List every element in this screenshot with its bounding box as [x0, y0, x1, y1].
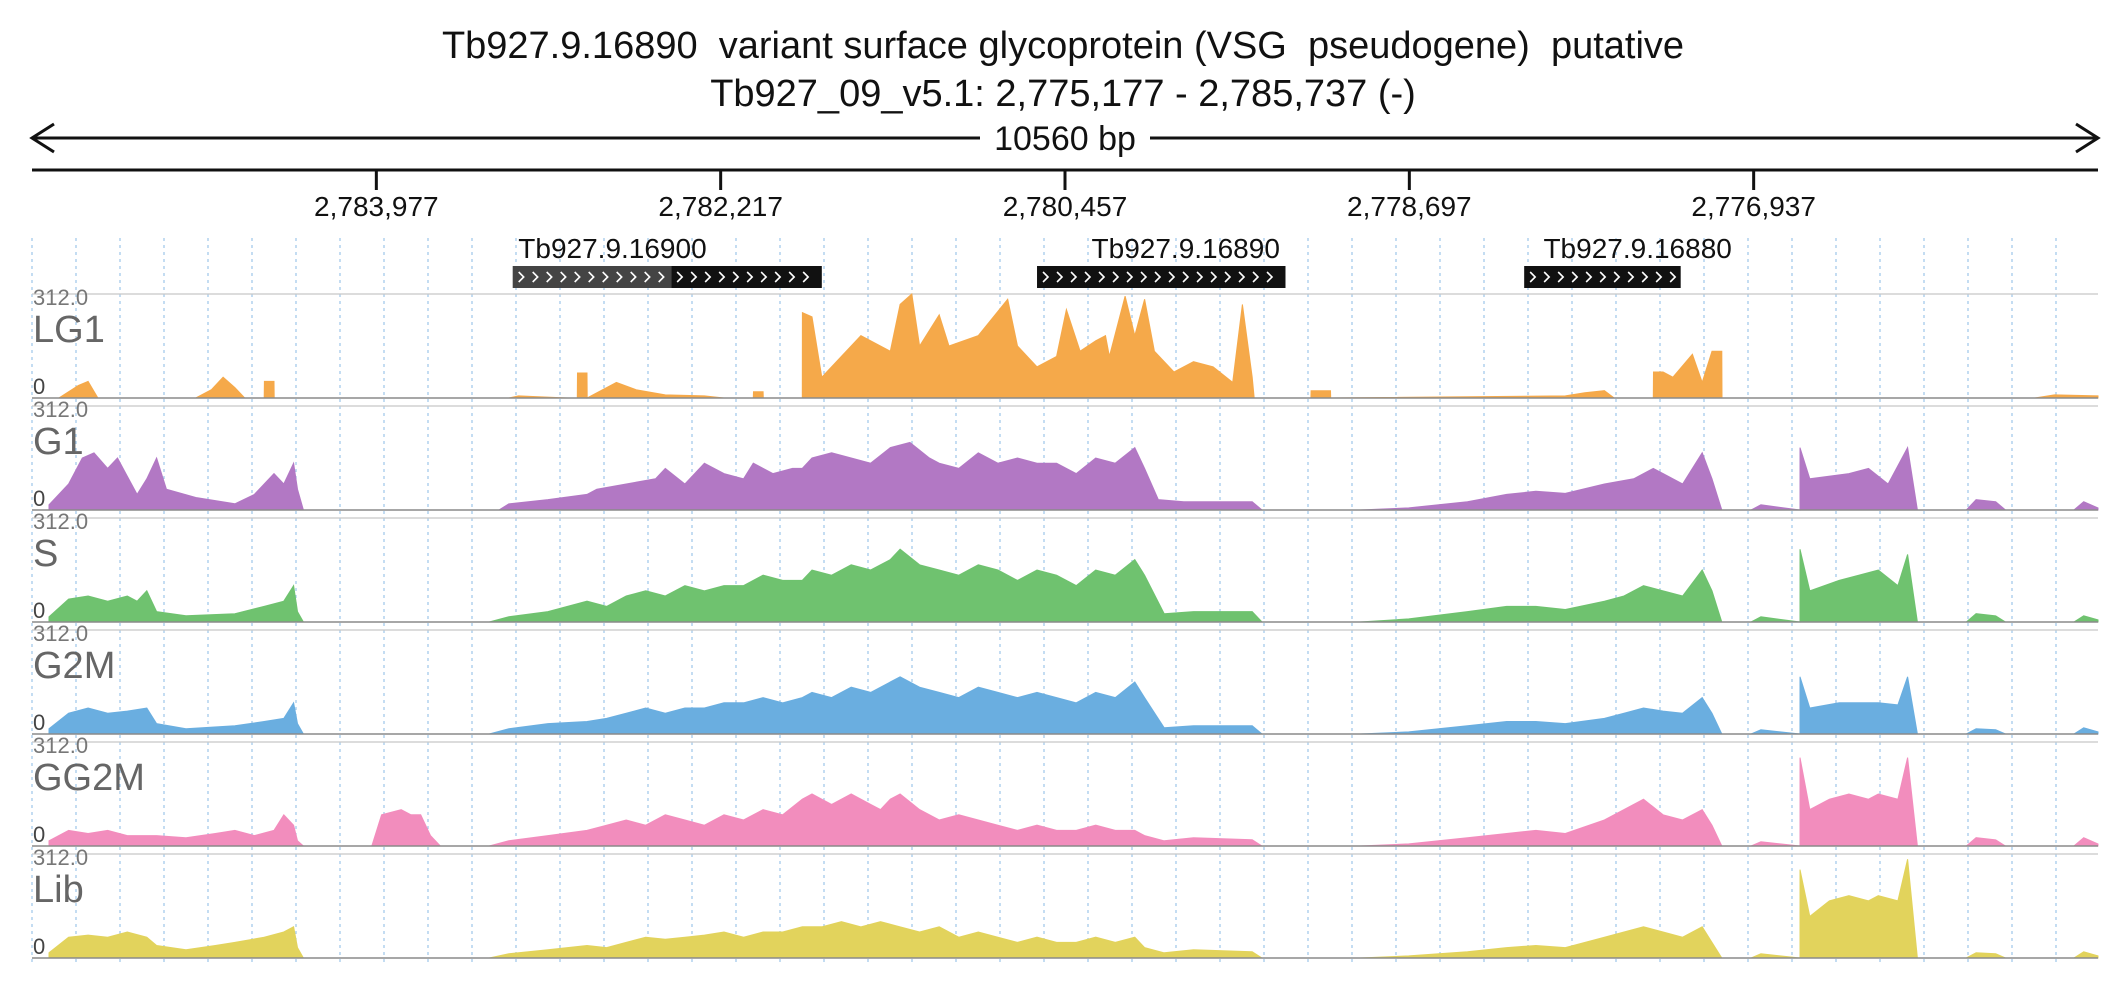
gene-feature[interactable]: [1524, 266, 1681, 288]
track-name: G2M: [33, 645, 115, 687]
strand-arrow: [1252, 271, 1260, 283]
strand-arrow: [1042, 271, 1050, 283]
ymin-label: 0: [33, 710, 45, 735]
strand-arrow: [1599, 271, 1607, 283]
strand-arrow: [760, 271, 768, 283]
strand-arrow: [1224, 271, 1232, 283]
coverage-area: [48, 859, 2099, 959]
strand-arrow: [1084, 271, 1092, 283]
axis-tick-label: 2,780,457: [1003, 191, 1128, 222]
axis-tick-label: 2,783,977: [314, 191, 439, 222]
track-name: LG1: [33, 309, 105, 351]
track-lg1: 312.0 0 LG1: [32, 285, 2099, 399]
gene-feature[interactable]: [512, 266, 672, 288]
track-name: G1: [33, 421, 84, 463]
axis-tick-label: 2,778,697: [1347, 191, 1472, 222]
strand-arrow: [602, 271, 609, 283]
strand-arrow: [532, 271, 539, 283]
gene-label[interactable]: Tb927.9.16880: [1543, 233, 1731, 264]
strand-arrow: [1140, 271, 1148, 283]
span-ruler: 10560 bp: [29, 120, 2101, 158]
strand-arrow: [1098, 271, 1106, 283]
track-s: 312.0 0 S: [32, 509, 2099, 623]
strand-arrow: [616, 271, 623, 283]
strand-arrow: [1238, 271, 1246, 283]
coverage-area: [48, 676, 2099, 735]
strand-arrow: [1557, 271, 1565, 283]
ymin-label: 0: [33, 374, 45, 399]
axis-tick-label: 2,776,937: [1691, 191, 1816, 222]
strand-arrow: [1571, 271, 1579, 283]
strand-arrow: [1112, 271, 1120, 283]
strand-arrow: [518, 271, 525, 283]
strand-arrow: [1641, 271, 1649, 283]
coverage-area: [48, 441, 2099, 511]
strand-arrow: [1655, 271, 1663, 283]
track-name: GG2M: [33, 757, 145, 799]
strand-arrow: [690, 271, 698, 283]
strand-arrow: [1154, 271, 1162, 283]
strand-arrow: [1168, 271, 1176, 283]
track-name: Lib: [33, 869, 84, 911]
ymin-label: 0: [33, 822, 45, 847]
strand-arrow: [1543, 271, 1551, 283]
strand-arrow: [732, 271, 740, 283]
gene-feature[interactable]: [1037, 266, 1286, 288]
ymax-label: 312.0: [33, 397, 88, 422]
ymax-label: 312.0: [33, 845, 88, 870]
axis-tick-label: 2,782,217: [658, 191, 783, 222]
ymin-label: 0: [33, 486, 45, 511]
strand-arrow: [704, 271, 712, 283]
ymin-label: 0: [33, 598, 45, 623]
strand-arrow: [746, 271, 754, 283]
strand-arrow: [588, 271, 595, 283]
track-g1: 312.0 0 G1: [32, 397, 2099, 511]
coverage-tracks: 312.00LG1312.00G1312.00S312.00G2M312.00G…: [32, 285, 2099, 959]
track-lib: 312.0 0 Lib: [32, 845, 2099, 959]
gene-track: Tb927.9.16900 Tb927.9.16890 Tb927.9.16880: [512, 233, 1732, 288]
strand-arrow: [774, 271, 782, 283]
strand-arrow: [718, 271, 726, 283]
strand-arrow: [560, 271, 567, 283]
track-gg2m: 312.0 0 GG2M: [32, 733, 2099, 847]
ymax-label: 312.0: [33, 285, 88, 310]
strand-arrow: [658, 271, 665, 283]
strand-arrow: [1210, 271, 1218, 283]
strand-arrow: [1529, 271, 1537, 283]
span-label: 10560 bp: [994, 120, 1136, 158]
strand-arrow: [802, 271, 810, 283]
strand-arrow: [630, 271, 637, 283]
strand-arrow: [1182, 271, 1190, 283]
track-g2m: 312.0 0 G2M: [32, 621, 2099, 735]
coverage-area: [48, 548, 2099, 623]
gene-label[interactable]: Tb927.9.16890: [1092, 233, 1280, 264]
strand-arrow: [1627, 271, 1635, 283]
coverage-area: [48, 757, 2099, 847]
track-name: S: [33, 533, 58, 575]
chart-title: Tb927.9.16890 variant surface glycoprote…: [441, 25, 1685, 67]
ymax-label: 312.0: [33, 509, 88, 534]
ymax-label: 312.0: [33, 621, 88, 646]
strand-arrow: [676, 271, 684, 283]
strand-arrow: [546, 271, 553, 283]
strand-arrow: [1196, 271, 1204, 283]
strand-arrow: [574, 271, 581, 283]
strand-arrow: [1056, 271, 1064, 283]
gene-feature[interactable]: [671, 266, 822, 288]
strand-arrow: [1669, 271, 1677, 283]
chart-subtitle: Tb927_09_v5.1: 2,775,177 - 2,785,737 (-): [710, 73, 1416, 115]
strand-arrow: [644, 271, 651, 283]
gene-label[interactable]: Tb927.9.16900: [518, 233, 706, 264]
strand-arrow: [788, 271, 796, 283]
strand-arrow: [1126, 271, 1134, 283]
strand-arrow: [1613, 271, 1621, 283]
coordinate-axis: 2,783,977 2,782,217 2,780,457 2,778,697 2,77…: [32, 168, 2098, 222]
ymin-label: 0: [33, 934, 45, 959]
ymax-label: 312.0: [33, 733, 88, 758]
strand-arrow: [1266, 271, 1274, 283]
strand-arrow: [1585, 271, 1593, 283]
strand-arrow: [1070, 271, 1078, 283]
